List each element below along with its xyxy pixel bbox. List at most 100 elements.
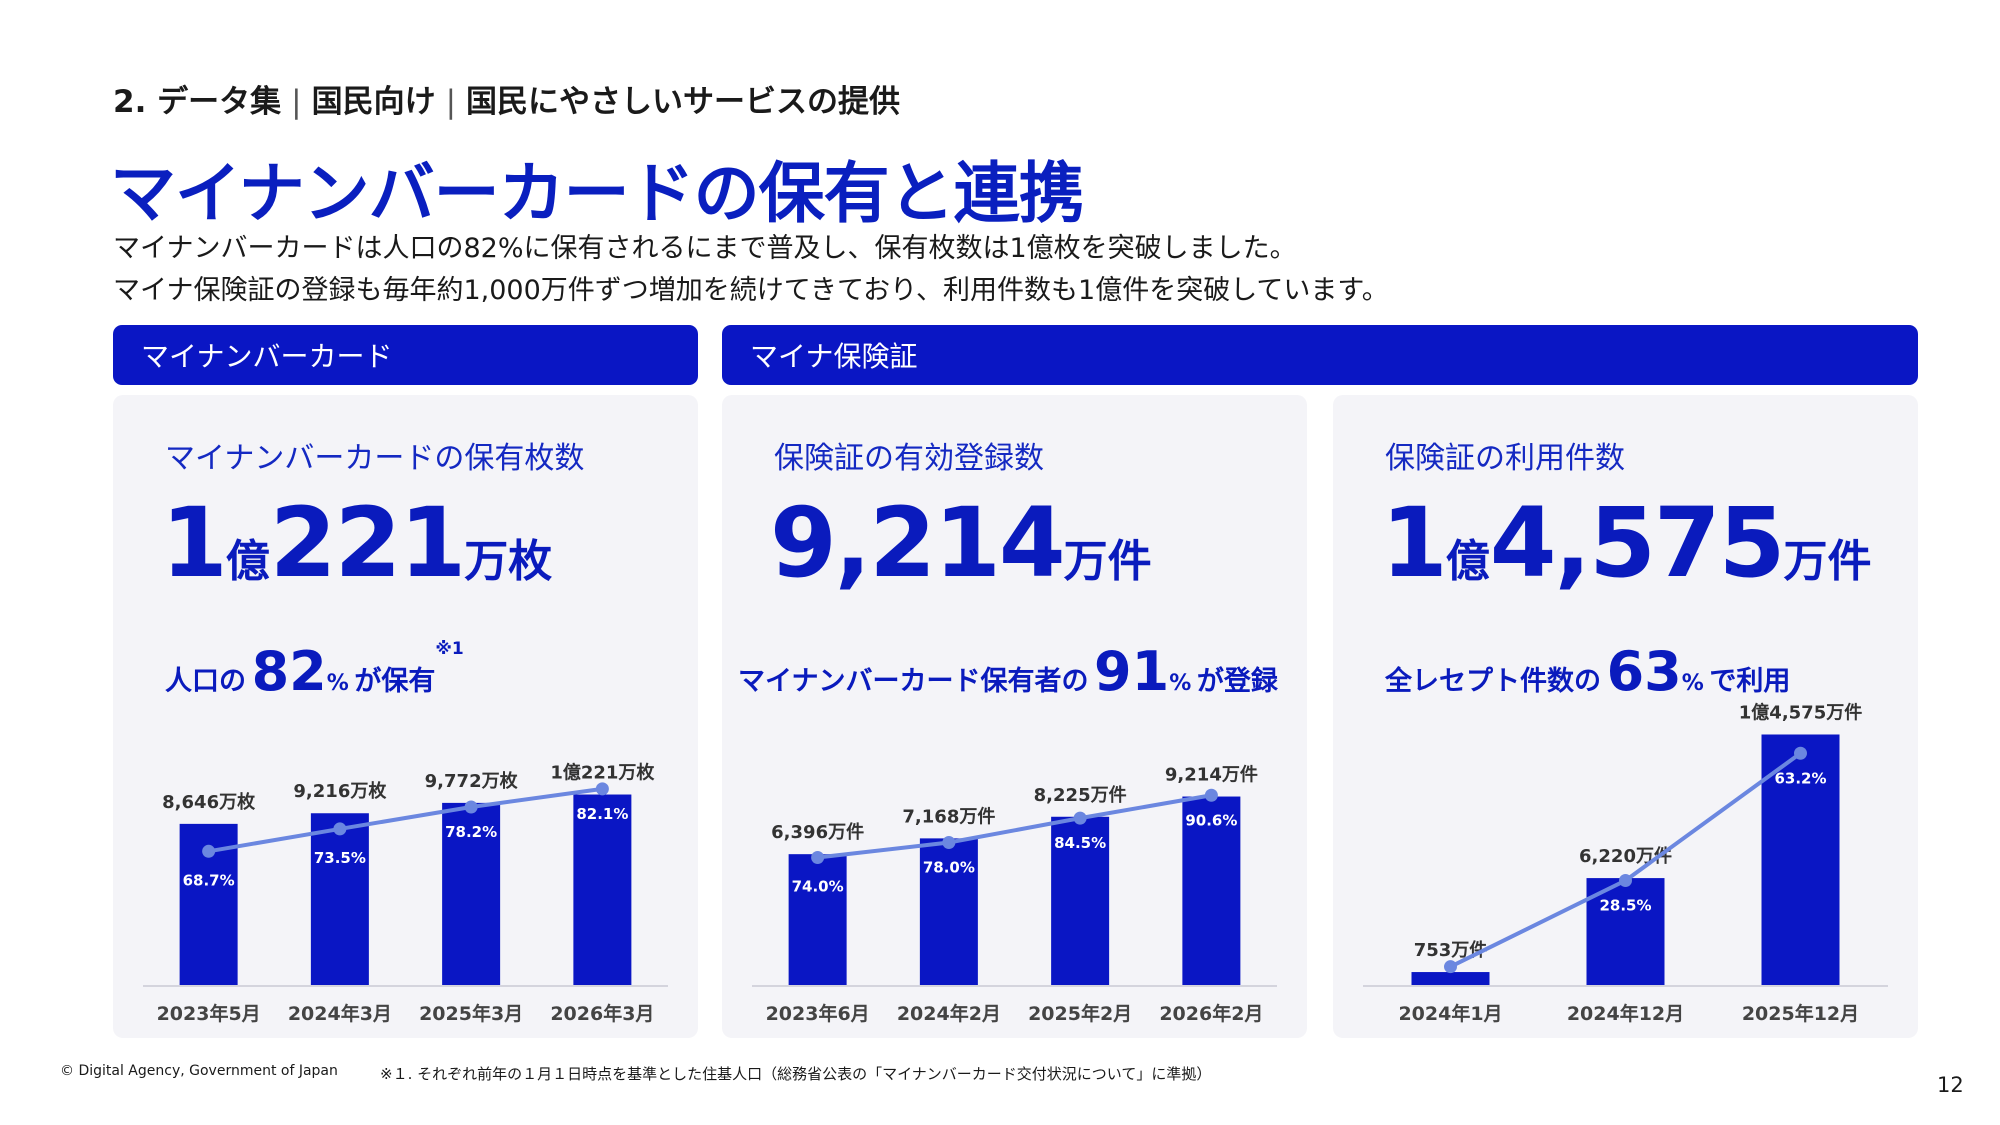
ratio-prefix: マイナンバーカード保有者の xyxy=(738,666,1089,697)
chart-ratio-line xyxy=(208,786,603,854)
chart-bar xyxy=(1411,972,1490,985)
chart-bar xyxy=(310,813,369,985)
chart-bar xyxy=(919,838,978,985)
chart-value-label: 753万件 xyxy=(1414,939,1488,961)
ratio-suffix: が保有 xyxy=(354,666,436,697)
card-insurance-registrations: 保険証の有効登録数 9,214万件 マイナンバーカード保有者の 91% が登録 … xyxy=(722,395,1307,1038)
section-header-my-number-card: マイナンバーカード xyxy=(113,325,698,385)
big-number-unit: 億 xyxy=(225,536,270,587)
chart-bar xyxy=(1051,816,1110,985)
big-number-unit: 億 xyxy=(1445,536,1490,587)
section-header-insurance-card: マイナ保険証 xyxy=(722,325,1918,385)
ratio-suffix: が登録 xyxy=(1196,666,1278,697)
chart-ratio-label: 28.5% xyxy=(1599,897,1651,915)
ratio-percent-unit: % xyxy=(1169,671,1192,696)
ratio-text: マイナンバーカード保有者の 91% が登録 xyxy=(738,645,1278,699)
chart-category-label: 2024年1月 xyxy=(1398,1002,1502,1025)
chart-value-label: 6,396万件 xyxy=(771,821,864,843)
ratio-suffix: で利用 xyxy=(1709,666,1791,697)
chart-ratio-line xyxy=(817,793,1212,860)
chart-bar xyxy=(442,802,501,985)
chart-category-label: 2023年6月 xyxy=(766,1002,870,1025)
breadcrumb-part-2: 国民向け xyxy=(311,84,436,120)
ratio-percent-unit: % xyxy=(326,671,349,696)
chart-my-number-holdings: 8,646万枚 2023年5月 9,216万枚 2024年3月 9,772万枚 2025年… xyxy=(143,762,668,1025)
chart-category-label: 2025年3月 xyxy=(419,1002,523,1025)
chart-bar xyxy=(1586,878,1665,985)
chart-ratio-point xyxy=(1073,811,1087,825)
chart-category-label: 2024年3月 xyxy=(288,1002,392,1025)
chart-category-label: 2026年2月 xyxy=(1159,1002,1263,1025)
chart-ratio-label: 74.0% xyxy=(792,878,844,896)
lead-line-1: マイナンバーカードは人口の82%に保有されるにまで普及し、保有枚数は1億枚を突破… xyxy=(113,233,1297,264)
chart-value-label: 1億4,575万件 xyxy=(1739,701,1862,723)
footnote-marker: ※1 xyxy=(435,639,464,659)
chart-ratio-point xyxy=(811,851,825,864)
chart-ratio-point xyxy=(595,782,609,796)
chart-value-label: 8,646万枚 xyxy=(162,791,256,813)
card-title: マイナンバーカードの保有枚数 xyxy=(165,441,585,476)
chart-category-label: 2025年2月 xyxy=(1028,1002,1132,1025)
lead-text: マイナンバーカードは人口の82%に保有されるにまで普及し、保有枚数は1億枚を突破… xyxy=(113,228,1389,312)
chart-ratio-point xyxy=(1794,746,1807,760)
big-number-unit: 万件 xyxy=(1063,536,1152,587)
chart-ratio-label: 90.6% xyxy=(1185,811,1237,829)
card-title: 保険証の有効登録数 xyxy=(774,441,1044,476)
chart-value-label: 9,772万枚 xyxy=(425,770,519,792)
page-title: マイナンバーカードの保有と連携 xyxy=(110,155,1085,232)
chart-ratio-point xyxy=(1444,960,1457,974)
ratio-prefix: 人口の xyxy=(165,666,246,697)
ratio-text: 全レセプト件数の 63% で利用 xyxy=(1385,645,1790,699)
chart-category-label: 2024年12月 xyxy=(1567,1002,1684,1025)
chart-ratio-label: 78.2% xyxy=(445,823,497,841)
chart-ratio-label: 68.7% xyxy=(183,871,235,889)
chart-value-label: 7,168万件 xyxy=(902,805,995,827)
chart-value-label: 9,214万件 xyxy=(1165,764,1258,786)
big-number: 9,214万件 xyxy=(770,495,1152,591)
breadcrumb-part-1: 2. データ集 xyxy=(113,84,282,120)
big-number-unit: 万件 xyxy=(1783,536,1872,587)
big-number-value: 4,575 xyxy=(1489,487,1786,599)
ratio-prefix: 全レセプト件数の xyxy=(1385,666,1601,697)
breadcrumb-separator: | xyxy=(445,84,457,120)
copyright: © Digital Agency, Government of Japan xyxy=(60,1063,338,1079)
big-number: 1億4,575万件 xyxy=(1381,495,1871,591)
lead-line-2: マイナ保険証の登録も毎年約1,000万件ずつ増加を続けてきており、利用件数も1億… xyxy=(113,275,1389,306)
chart-insurance-usage: 753万件2024年1月6,220万件2024年12月1億4,575万件2025… xyxy=(1363,701,1888,1025)
chart-ratio-point xyxy=(333,822,347,836)
page-number: 12 xyxy=(1937,1073,1964,1097)
ratio-percent-unit: % xyxy=(1681,671,1704,696)
big-number-value: 1 xyxy=(1381,487,1448,599)
big-number-value: 221 xyxy=(269,487,466,599)
card-title: 保険証の利用件数 xyxy=(1385,441,1625,476)
ratio-percent: 63 xyxy=(1606,640,1682,703)
chart-value-label: 8,225万件 xyxy=(1034,784,1127,806)
ratio-percent: 91 xyxy=(1094,640,1170,703)
chart-ratio-label: 78.0% xyxy=(923,859,975,877)
chart-category-label: 2025年12月 xyxy=(1742,1002,1859,1025)
chart-bar xyxy=(788,854,847,985)
chart-ratio-point xyxy=(464,800,478,814)
big-number-value: 1 xyxy=(161,487,228,599)
chart-ratio-label: 82.1% xyxy=(576,805,628,823)
chart-bar xyxy=(1761,734,1840,985)
chart-ratio-point xyxy=(1204,788,1218,802)
chart-value-label: 1億221万枚 xyxy=(550,762,655,784)
ratio-text: 人口の 82% が保有※1 xyxy=(165,641,464,699)
chart-category-label: 2024年2月 xyxy=(897,1002,1001,1025)
breadcrumb: 2. データ集 | 国民向け | 国民にやさしいサービスの提供 xyxy=(113,76,900,121)
footnote: ※１. それぞれ前年の１月１日時点を基準とした住基人口（総務省公表の「マイナンバ… xyxy=(380,1065,1212,1083)
chart-ratio-label: 84.5% xyxy=(1054,834,1106,852)
ratio-percent: 82 xyxy=(251,640,327,703)
card-my-number-holdings: マイナンバーカードの保有枚数 1億221万枚 人口の 82% が保有 ※1 8,6… xyxy=(113,395,698,1038)
big-number-unit: 万枚 xyxy=(464,536,553,587)
big-number: 1億221万枚 xyxy=(161,495,552,591)
chart-value-label: 9,216万枚 xyxy=(293,780,387,802)
chart-category-label: 2026年3月 xyxy=(550,1002,654,1025)
chart-insurance-registrations: 6,396万件 2023年6月 7,168万件 2024年2月 8,225万件 2025年… xyxy=(752,764,1277,1025)
breadcrumb-separator: | xyxy=(291,84,302,120)
big-number-value: 9,214 xyxy=(770,487,1066,599)
chart-ratio-point xyxy=(942,836,956,849)
chart-category-label: 2023年5月 xyxy=(157,1002,261,1025)
card-insurance-usage: 保険証の利用件数 1億4,575万件 全レセプト件数の 63% で利用 753万… xyxy=(1333,395,1918,1038)
